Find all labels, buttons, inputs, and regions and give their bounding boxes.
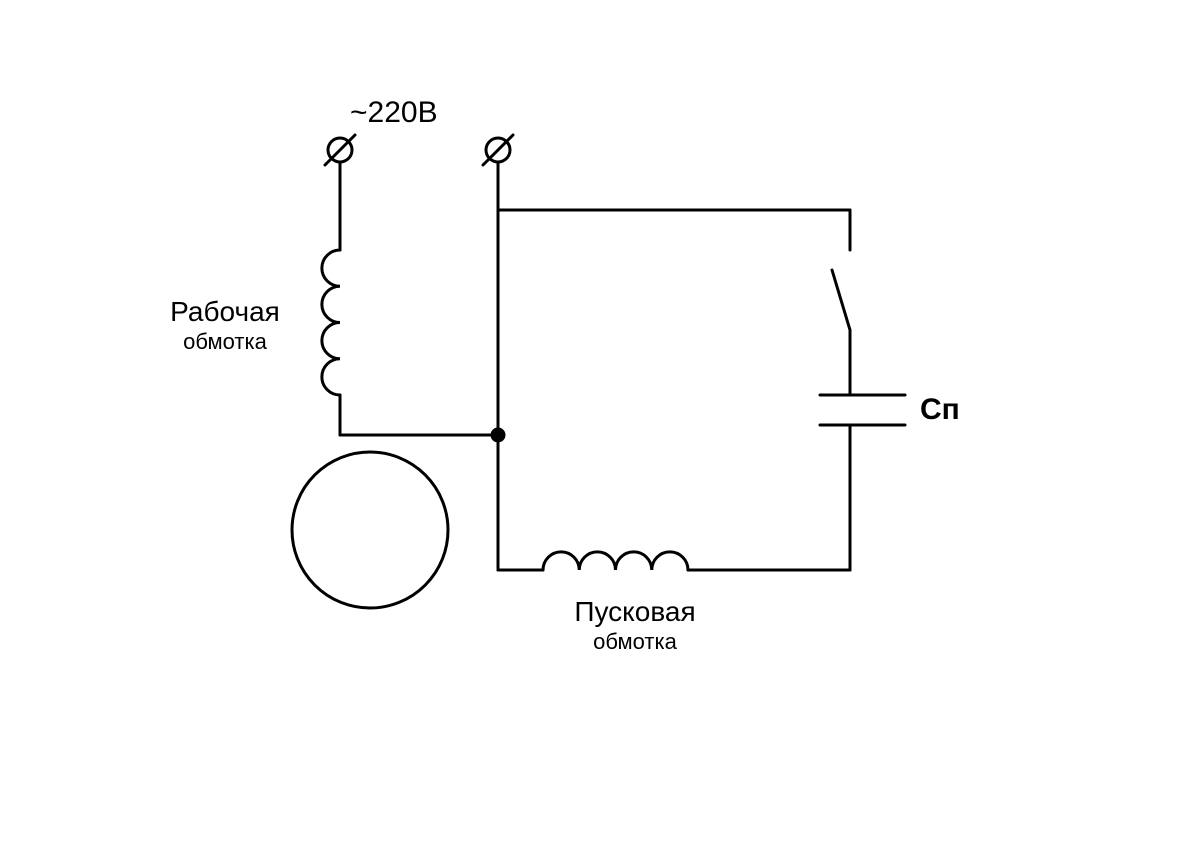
working-winding-inductor-icon [322,250,340,395]
working-winding-label: Рабочая обмотка [135,295,315,355]
voltage-label: ~220В [350,95,438,131]
switch-icon [832,270,850,330]
starting-winding-inductor-icon [543,552,688,570]
rotor-circle-icon [292,452,448,608]
capacitor-icon [820,395,905,425]
junction-node-icon [492,429,504,441]
starting-winding-label: Пусковая обмотка [545,595,725,655]
motor-circuit-schematic [0,0,1200,852]
capacitor-label: Сп [920,392,960,428]
